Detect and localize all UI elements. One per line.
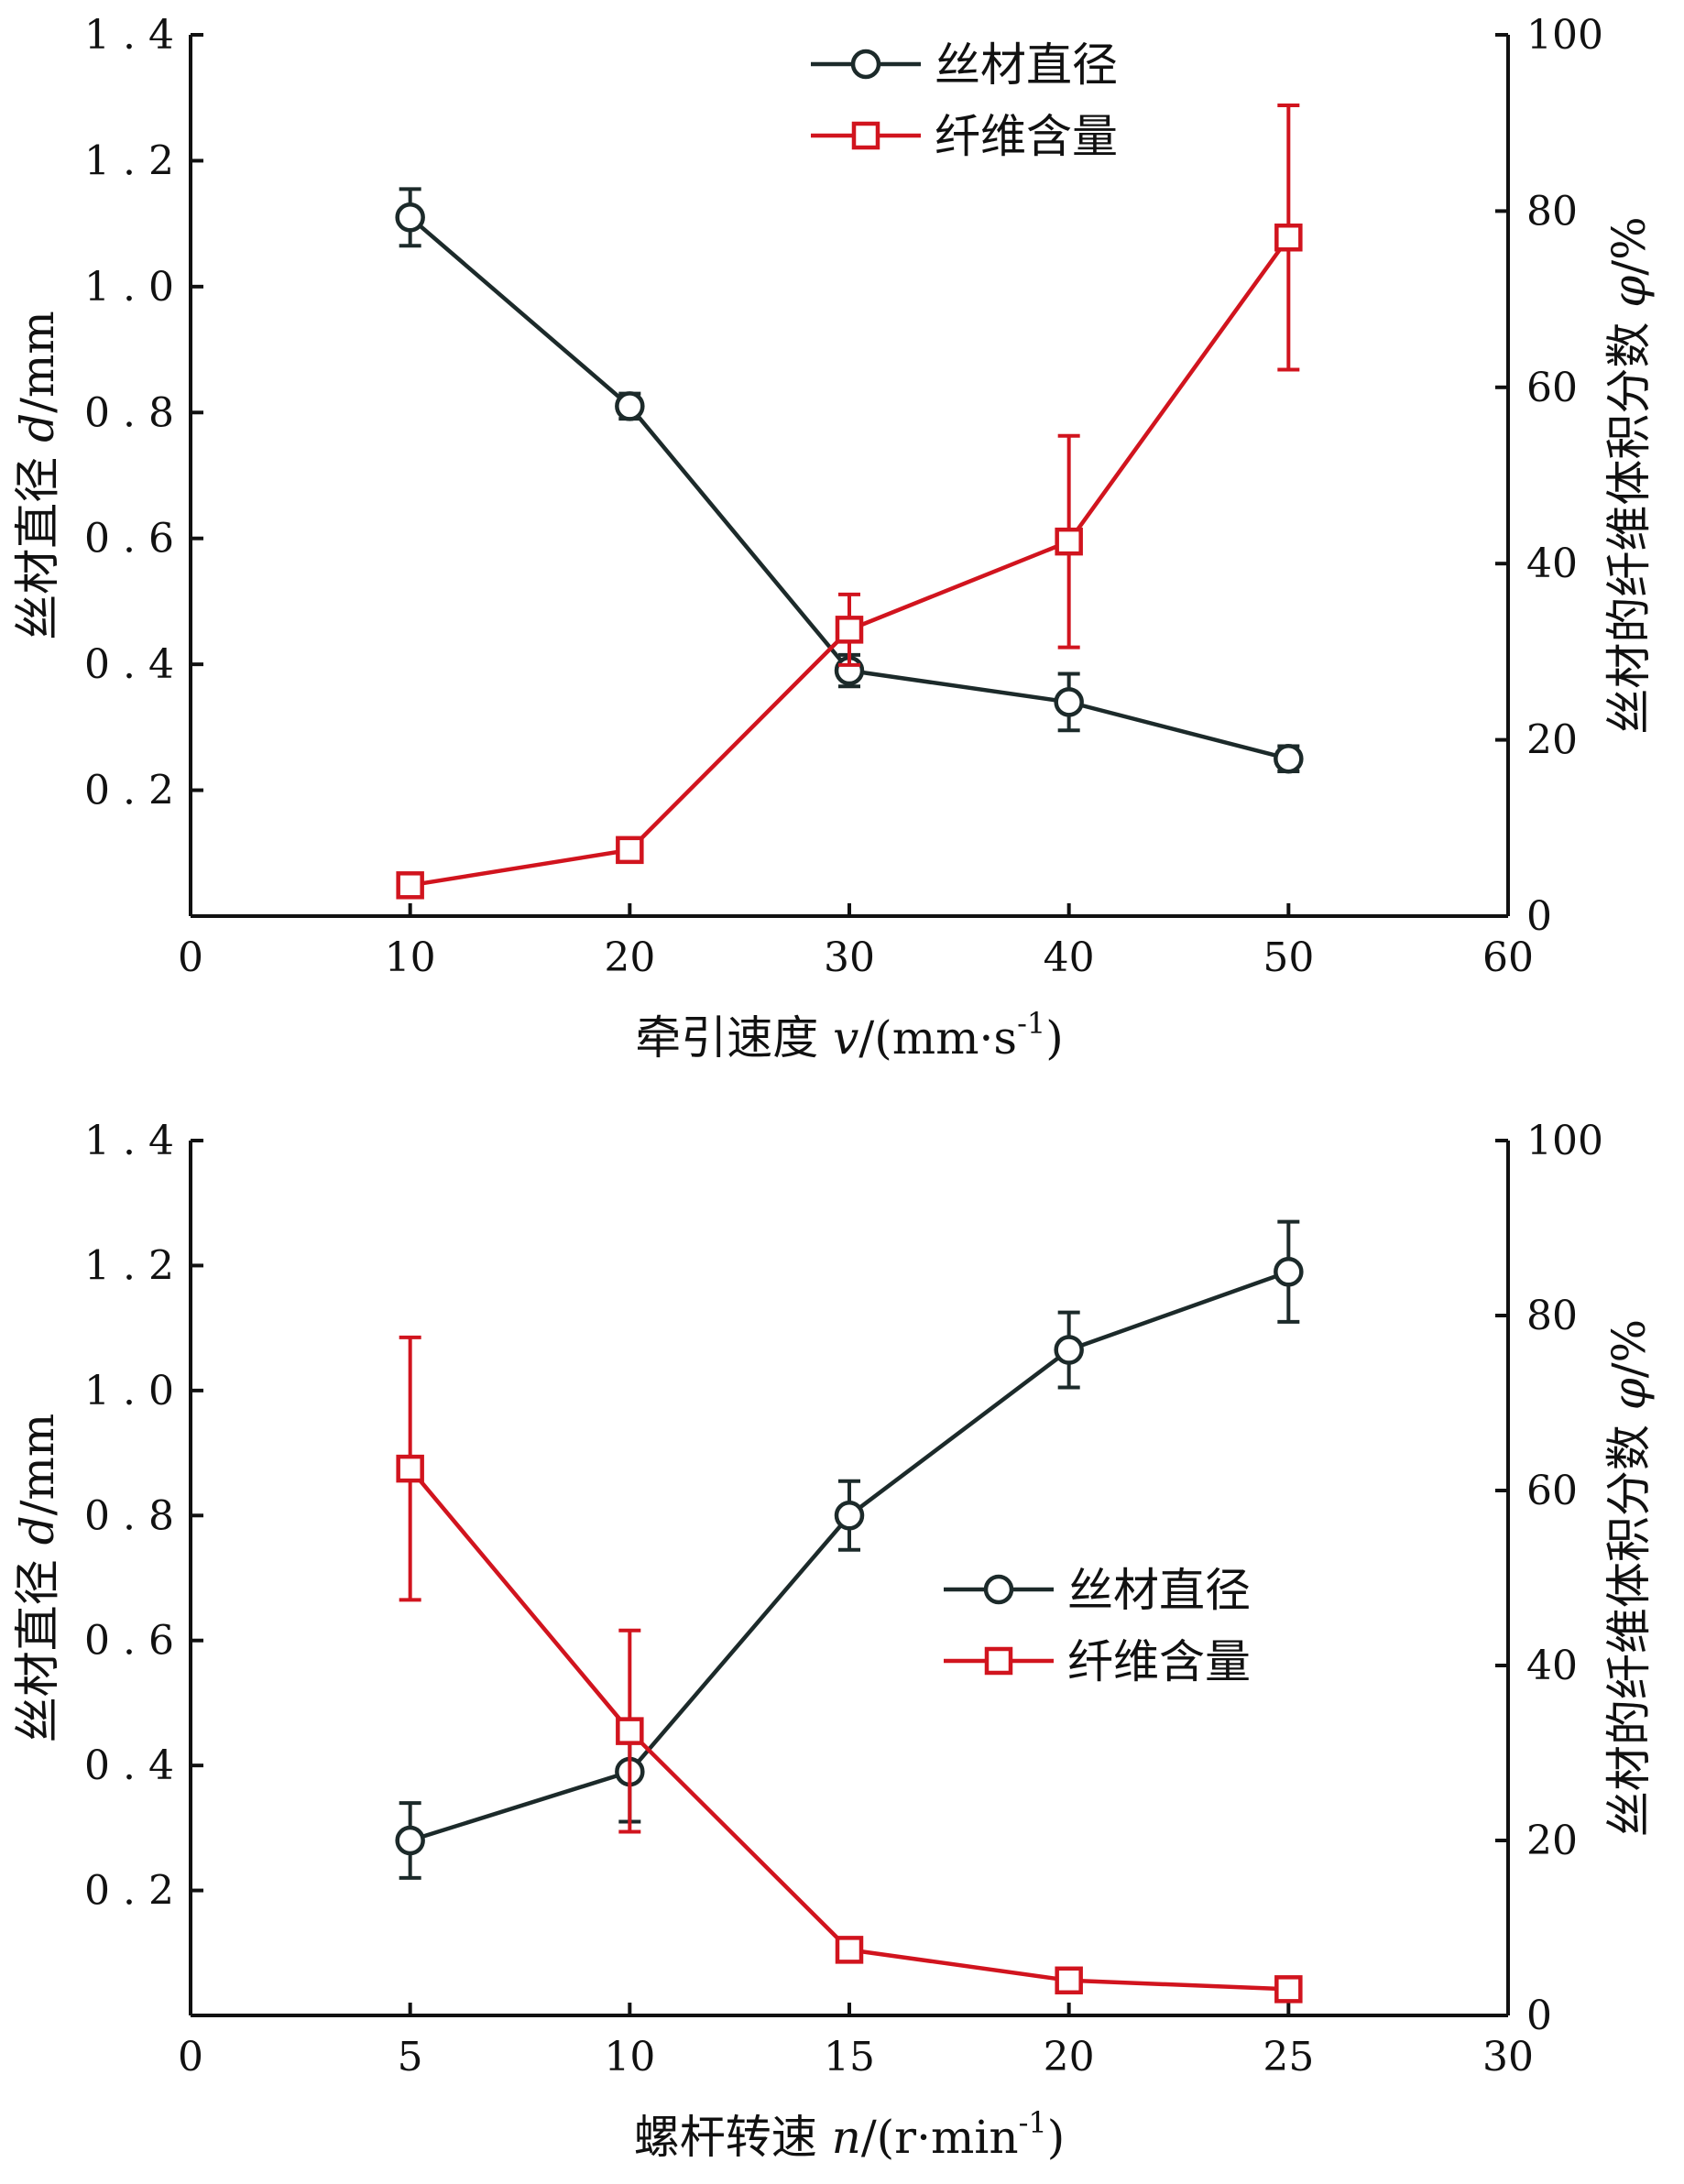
- diameter-series: [395, 187, 1304, 774]
- left-y-tick-label: 0 . 8: [84, 389, 174, 436]
- data-point-square: [1274, 224, 1303, 252]
- data-point-square: [1274, 1975, 1303, 2004]
- x-tick-label: 30: [824, 934, 875, 981]
- right-y-tick-label: 20: [1526, 717, 1578, 764]
- left-y-tick-label: 0 . 6: [84, 516, 174, 562]
- data-point-square: [1055, 527, 1083, 556]
- left-y-tick-label: 1 . 2: [84, 1242, 174, 1289]
- right-y-tick-label: 0: [1526, 1993, 1552, 2039]
- x-tick-label: 10: [385, 934, 436, 981]
- x-tick-label: 40: [1044, 934, 1095, 981]
- x-tick-label: 25: [1263, 2034, 1314, 2080]
- left-y-tick-label: 0 . 8: [84, 1492, 174, 1539]
- left-y-axis-title: 丝材直径 d/mm: [11, 311, 64, 640]
- x-tick-label: 0: [178, 2034, 203, 2080]
- legend-marker-circle: [983, 1574, 1014, 1605]
- x-tick-label: 60: [1482, 934, 1534, 981]
- left-y-tick-label: 0 . 6: [84, 1618, 174, 1665]
- data-point-circle: [395, 202, 425, 233]
- series-line: [409, 1270, 1290, 1843]
- left-y-tick-label: 0 . 2: [84, 768, 174, 814]
- legend-marker-square: [984, 1646, 1013, 1676]
- x-tick-label: 0: [178, 934, 203, 981]
- legend-label: 丝材直径: [1067, 1564, 1251, 1617]
- left-y-tick-label: 0 . 4: [84, 1742, 174, 1789]
- right-y-tick-label: 60: [1526, 1468, 1578, 1514]
- data-point-circle: [395, 1825, 425, 1856]
- x-tick-label: 5: [398, 2034, 423, 2080]
- data-point-circle: [1054, 687, 1084, 717]
- data-point-circle: [615, 391, 645, 421]
- legend-marker-square: [851, 121, 880, 150]
- right-y-tick-label: 80: [1526, 1293, 1578, 1339]
- fiber-series: [396, 1335, 1303, 2004]
- right-y-tick-label: 60: [1526, 365, 1578, 411]
- legend-label: 纤维含量: [1067, 1635, 1251, 1688]
- x-tick-label: 20: [604, 934, 655, 981]
- series-line: [410, 235, 1291, 888]
- right-y-tick-label: 0: [1526, 893, 1552, 940]
- x-axis-title: 牵引速度 v/(mm·s-1): [635, 1006, 1064, 1065]
- legend-label: 纤维含量: [935, 110, 1118, 163]
- fiber-series: [396, 103, 1303, 900]
- diameter-series: [395, 1219, 1304, 1880]
- left-y-tick-label: 1 . 0: [84, 1368, 174, 1414]
- data-point-square: [835, 1936, 864, 1964]
- right-y-tick-label: 40: [1526, 1643, 1578, 1689]
- legend-marker-circle: [850, 49, 881, 80]
- x-tick-label: 15: [824, 2034, 875, 2080]
- x-tick-label: 50: [1263, 934, 1314, 981]
- x-tick-label: 20: [1044, 2034, 1095, 2080]
- right-y-axis-title: 丝材的纤维体积分数 φ/%: [1602, 216, 1656, 734]
- left-y-tick-label: 1 . 2: [84, 137, 174, 184]
- data-point-square: [616, 835, 644, 865]
- left-y-tick-label: 1 . 4: [84, 1118, 174, 1164]
- right-y-tick-label: 40: [1526, 541, 1578, 587]
- right-y-tick-label: 100: [1526, 1118, 1603, 1164]
- left-y-axis-title: 丝材直径 d/mm: [11, 1414, 64, 1743]
- data-point-square: [396, 1454, 424, 1483]
- data-point-square: [835, 616, 864, 644]
- right-y-axis-title: 丝材的纤维体积分数 φ/%: [1602, 1319, 1656, 1837]
- data-point-square: [1055, 1966, 1083, 1995]
- data-point-circle: [1054, 1335, 1084, 1365]
- left-y-tick-label: 1 . 4: [84, 12, 174, 59]
- data-point-circle: [1274, 743, 1304, 774]
- left-y-tick-label: 0 . 4: [84, 641, 174, 688]
- x-tick-label: 10: [604, 2034, 655, 2080]
- data-point-circle: [1274, 1257, 1304, 1287]
- left-y-tick-label: 1 . 0: [84, 264, 174, 311]
- x-tick-label: 30: [1482, 2034, 1534, 2080]
- data-point-square: [616, 1717, 644, 1745]
- chart-panel-2: 0 5 10 15 20 25 30 0 . 2 0 . 4 0 . 6 0 . 8 1 . 0 1 .…: [11, 1118, 1656, 2164]
- chart-panel-1: 0 10 20 30 40 50 60 0 . 2 0 . 4 0 . 6 0 . 8 1 . 0 1 …: [11, 12, 1656, 1065]
- data-point-circle: [834, 1501, 865, 1531]
- x-axis-title: 螺杆转速 n/(r·min-1): [634, 2105, 1066, 2164]
- legend-label: 丝材直径: [935, 38, 1118, 92]
- left-y-tick-label: 0 . 2: [84, 1868, 174, 1915]
- right-y-tick-label: 80: [1526, 188, 1578, 235]
- data-point-square: [396, 871, 424, 900]
- right-y-tick-label: 100: [1526, 12, 1603, 59]
- right-y-tick-label: 20: [1526, 1818, 1578, 1864]
